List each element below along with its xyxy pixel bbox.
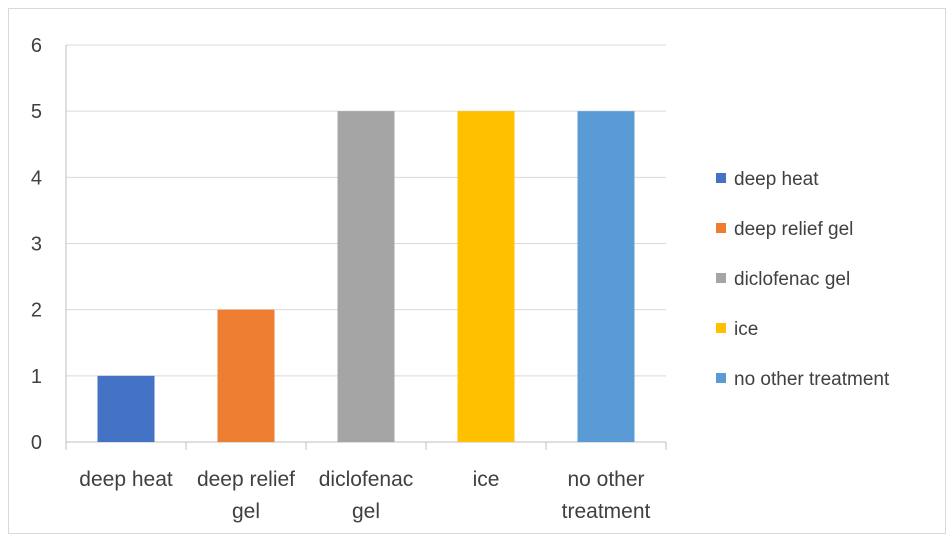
bar-4 [577,111,635,443]
bar-0 [97,375,155,442]
bar-1 [217,309,275,442]
legend-swatch [716,373,726,383]
x-category-label: gel [232,500,260,523]
y-tick-label: 2 [31,300,42,322]
x-category-label: diclofenac [319,468,414,491]
legend-label: no other treatment [734,369,890,390]
x-category-label: deep relief [197,468,295,491]
x-category-label: treatment [562,500,651,523]
x-category-label: deep heat [79,468,173,491]
legend-label: deep relief gel [734,219,853,240]
y-tick-label: 4 [31,167,42,189]
y-tick-label: 1 [31,366,42,388]
y-tick-label: 5 [31,101,42,123]
legend-swatch [716,223,726,233]
bar-3 [457,111,515,443]
y-tick-label: 0 [31,432,42,454]
x-category-label: gel [352,500,380,523]
legend-label: deep heat [734,169,819,190]
x-category-label: ice [473,468,500,491]
x-category-label: no other [567,468,644,491]
y-tick-label: 3 [31,234,42,256]
bar-2 [337,111,395,443]
y-tick-label: 6 [31,35,42,57]
legend-label: diclofenac gel [734,269,850,290]
legend-swatch [716,273,726,283]
legend-label: ice [734,319,758,340]
legend-swatch [716,323,726,333]
legend-swatch [716,173,726,183]
